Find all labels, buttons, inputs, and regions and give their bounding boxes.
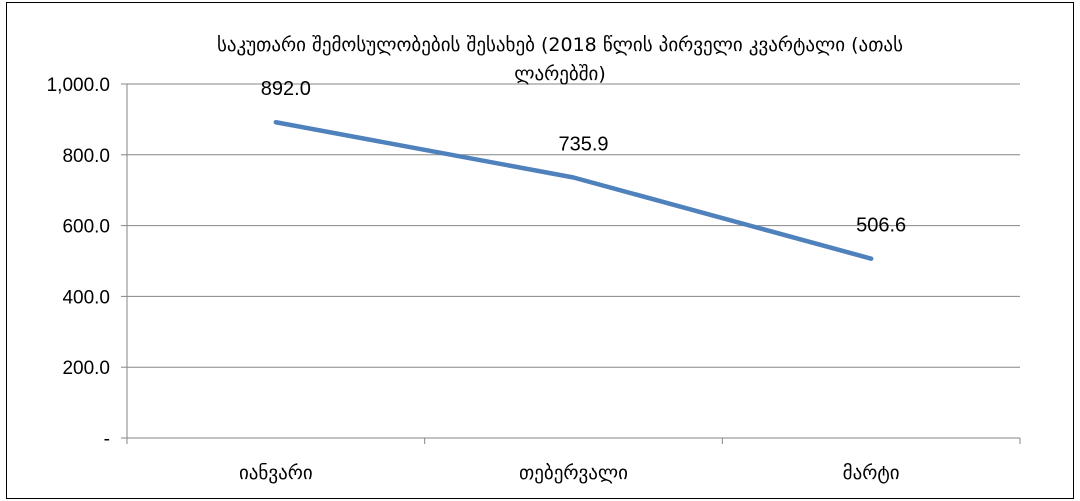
axes	[126, 84, 1020, 439]
y-tick-label: 400.0	[62, 287, 110, 308]
y-tick-label: 1,000.0	[47, 75, 110, 96]
chart-frame	[6, 2, 1074, 499]
y-axis-ticks: - 200.0 400.0 600.0 800.0 1,000.0	[47, 75, 127, 450]
y-tick-label: 600.0	[62, 217, 110, 238]
y-tick-label: 800.0	[62, 146, 110, 167]
y-tick-label: -	[104, 429, 110, 450]
data-label: 892.0	[261, 78, 311, 100]
series-group	[273, 119, 874, 261]
x-axis-ticks: იანვარი თებერვალი მარტი	[126, 438, 1021, 484]
x-tick-label: თებერვალი	[519, 462, 628, 484]
y-tick-label: 200.0	[62, 358, 110, 379]
gridlines	[127, 83, 1020, 368]
chart-title-line-1: საკუთარი შემოსულობების შესახებ (2018 წლი…	[217, 34, 903, 56]
data-label: 735.9	[558, 133, 608, 155]
x-tick-label: მარტი	[843, 462, 900, 484]
data-labels: 892.0 735.9 506.6	[261, 78, 906, 236]
data-label: 506.6	[856, 215, 906, 237]
x-tick-label: იანვარი	[239, 462, 313, 484]
chart-title-line-2: ლარებში)	[514, 63, 606, 85]
